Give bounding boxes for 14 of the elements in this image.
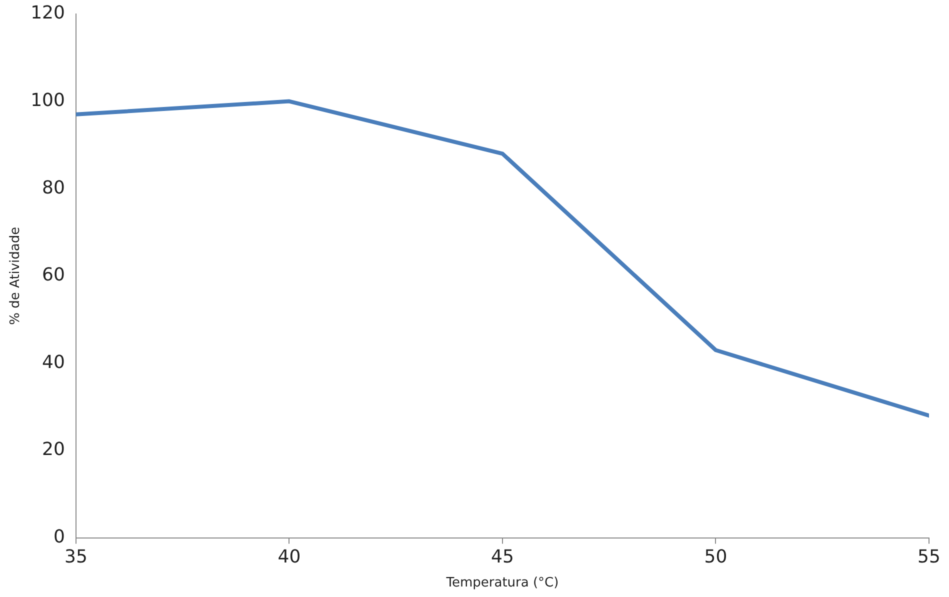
y-tick-label: 0 (54, 526, 65, 548)
x-tick-label: 35 (64, 546, 88, 568)
y-tick-label: 60 (42, 264, 65, 286)
x-tick-label: 55 (918, 546, 940, 568)
y-tick-label: 100 (30, 90, 65, 111)
x-tick-label: 50 (704, 546, 728, 568)
y-tick-label: 40 (42, 352, 65, 373)
x-tick-label: 40 (278, 546, 301, 568)
y-tick-label: 120 (30, 2, 65, 24)
y-tick-label: 80 (42, 177, 65, 198)
y-tick-label: 20 (42, 439, 65, 460)
x-tick-label: 45 (491, 546, 514, 568)
x-axis-title: Temperatura (°C) (445, 576, 559, 591)
y-axis-title: % de Atividade (8, 226, 24, 325)
